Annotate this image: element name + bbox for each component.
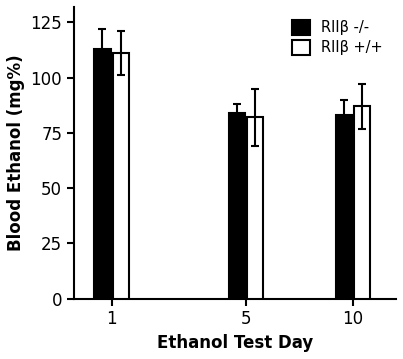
Legend: RIIβ -/-, RIIβ +/+: RIIβ -/-, RIIβ +/+ <box>286 14 389 61</box>
X-axis label: Ethanol Test Day: Ethanol Test Day <box>157 334 313 352</box>
Bar <box>229 113 245 299</box>
Y-axis label: Blood Ethanol (mg%): Blood Ethanol (mg%) <box>7 55 25 251</box>
Bar <box>94 49 110 299</box>
Bar <box>336 115 352 299</box>
Bar <box>113 53 129 299</box>
Bar <box>354 106 370 299</box>
Bar <box>247 117 263 299</box>
